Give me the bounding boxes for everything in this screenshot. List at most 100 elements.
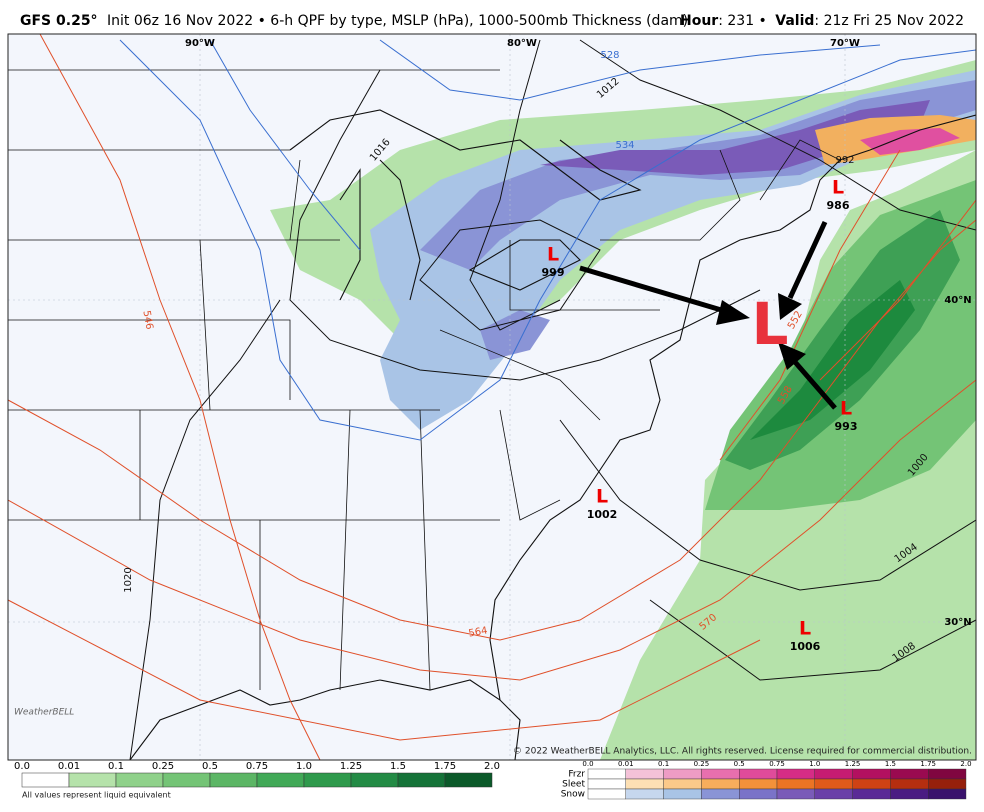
ptype-swatch	[701, 788, 740, 800]
ptype-swatch	[625, 778, 664, 790]
ptype-swatch	[625, 768, 664, 780]
ptype-scale-label: 0.1	[658, 760, 669, 768]
ptype-scale-label: 1.25	[845, 760, 861, 768]
low-symbol: L	[840, 398, 852, 420]
ptype-swatch	[739, 778, 778, 790]
ptype-swatch	[587, 788, 626, 800]
thickness-label: 528	[600, 50, 619, 61]
low-symbol: L	[832, 177, 844, 199]
longitude-label: 90°W	[185, 38, 215, 49]
ptype-swatch	[852, 778, 891, 790]
thickness-cold	[119, 39, 976, 441]
low-pressure: 993	[835, 420, 858, 433]
thickness-label: 534	[615, 140, 634, 151]
ptype-swatch	[852, 788, 891, 800]
center-low: L	[752, 290, 789, 358]
qpf-scale-label: 0.01	[58, 761, 80, 772]
legend-note: All values represent liquid equivalent	[22, 791, 171, 800]
map: 90°W 80°W 70°W40°N30°N10121016102010001004…	[7, 33, 977, 761]
qpf-scale-label: 1.5	[390, 761, 406, 772]
qpf-swatch	[397, 772, 446, 788]
qpf-scale-label: 1.75	[434, 761, 456, 772]
isobar-label: 992	[835, 155, 854, 166]
ptype-scale-label: 0.01	[618, 760, 634, 768]
ptype-label: Frzr	[568, 770, 585, 780]
ptype-swatch	[890, 778, 929, 790]
latitude-label: 40°N	[944, 295, 971, 306]
low-pressure: 999	[542, 266, 565, 279]
thickness-warm	[8, 34, 976, 760]
thickness-label: 564	[468, 625, 489, 639]
ptype-label: Sleet	[562, 780, 585, 790]
ptype-scale-label: 0.0	[582, 760, 593, 768]
header-right: Hour: 231 • Valid: 21z Fri 25 Nov 2022	[680, 13, 964, 29]
valid-label: Valid	[775, 13, 814, 29]
precipitation	[270, 60, 976, 760]
low-symbol: L	[596, 486, 608, 508]
great-lakes	[289, 109, 642, 301]
ptype-swatch	[663, 788, 702, 800]
ptype-scale-label: 1.0	[809, 760, 820, 768]
qpf-swatch	[115, 772, 164, 788]
ptype-swatch	[928, 768, 967, 780]
qpf-swatch	[68, 772, 117, 788]
low-symbol: L	[799, 618, 811, 640]
hour-label: Hour	[680, 13, 718, 29]
ptype-swatch	[814, 778, 853, 790]
qpf-swatch	[303, 772, 352, 788]
ptype-swatch	[928, 778, 967, 790]
hour: : 231 •	[718, 13, 767, 29]
logo: WeatherBELL	[14, 708, 74, 718]
qpf-swatch	[209, 772, 258, 788]
longitude-label: 70°W	[830, 38, 860, 49]
valid: : 21z Fri 25 Nov 2022	[814, 13, 964, 29]
ptype-scale-label: 0.5	[734, 760, 745, 768]
isobars	[129, 39, 976, 760]
arrows	[579, 220, 837, 410]
ptype-swatch	[663, 768, 702, 780]
qpf-scale-label: 2.0	[484, 761, 500, 772]
ptype-scale-label: 0.75	[769, 760, 785, 768]
ptype-swatch	[739, 768, 778, 780]
ptype-swatch	[625, 788, 664, 800]
ptype-scale-label: 2.0	[960, 760, 971, 768]
qpf-swatch	[256, 772, 305, 788]
low-symbol: L	[547, 244, 559, 266]
qpf-scale-label: 0.0	[14, 761, 30, 772]
ptype-swatch	[928, 788, 967, 800]
qpf-scale-label: 0.25	[152, 761, 174, 772]
qpf-scale-label: 1.0	[296, 761, 312, 772]
ptype-swatch	[739, 788, 778, 800]
ptype-swatch	[701, 768, 740, 780]
qpf-scale-label: 0.1	[108, 761, 124, 772]
ptype-scale-label: 1.75	[920, 760, 936, 768]
ptype-swatch	[852, 768, 891, 780]
ptype-swatch	[776, 778, 815, 790]
coastline	[129, 114, 976, 760]
ptype-swatch	[776, 768, 815, 780]
state-borders	[8, 69, 841, 691]
ptype-swatch	[587, 768, 626, 780]
ptype-swatch	[890, 788, 929, 800]
qpf-scale-label: 1.25	[340, 761, 362, 772]
qpf-swatch	[444, 772, 493, 788]
ptype-label: Snow	[561, 790, 585, 800]
qpf-scale-label: 0.5	[202, 761, 218, 772]
ptype-swatch	[663, 778, 702, 790]
low-pressure: 986	[827, 199, 850, 212]
map-frame	[7, 33, 977, 761]
header-left: GFS 0.25° Init 06z 16 Nov 2022 • 6-h QPF…	[20, 13, 688, 29]
qpf-swatch	[21, 772, 70, 788]
ptype-swatch	[890, 768, 929, 780]
low-pressure: 1002	[587, 508, 618, 521]
ptype-swatch	[701, 778, 740, 790]
copyright: © 2022 WeatherBELL Analytics, LLC. All r…	[513, 747, 972, 757]
legend: All values represent liquid equivalent 0…	[14, 760, 972, 800]
qpf-swatch	[350, 772, 399, 788]
qpf-scale-label: 0.75	[246, 761, 268, 772]
ptype-scale-label: 1.5	[885, 760, 896, 768]
ptype-swatch	[587, 778, 626, 790]
ptype-swatch	[814, 788, 853, 800]
qpf-swatch	[162, 772, 211, 788]
